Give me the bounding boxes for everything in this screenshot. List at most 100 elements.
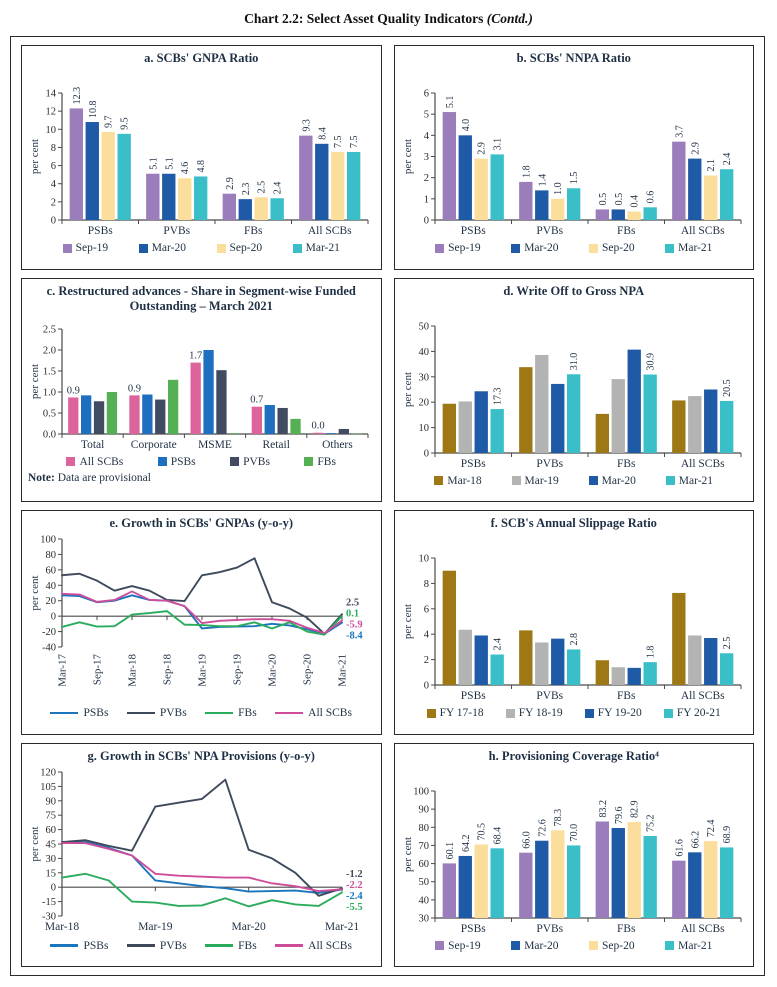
legend-swatch-icon (665, 243, 675, 253)
svg-text:1.8: 1.8 (645, 646, 656, 659)
chart-d-title: d. Write Off to Gross NPA (503, 283, 645, 298)
chart-b-title: b. SCBs' NNPA Ratio (516, 51, 631, 65)
legend-label: Mar-20 (601, 474, 636, 487)
legend-label: Mar-21 (678, 474, 714, 487)
legend-item: PVBs (230, 456, 270, 468)
svg-text:Mar-19: Mar-19 (138, 921, 173, 933)
legend-swatch-icon (435, 941, 445, 950)
svg-text:1: 1 (424, 194, 429, 205)
note-label: Note: (28, 471, 55, 484)
legend-label: Mar-21 (678, 242, 713, 254)
svg-text:0: 0 (51, 882, 56, 893)
chart-h-title: h. Provisioning Coverage Ratio⁴ (488, 748, 659, 763)
legend-swatch-icon (126, 711, 155, 715)
legend-swatch-icon (589, 941, 598, 950)
legend-label: Sep-20 (602, 242, 635, 254)
svg-text:Mar-18: Mar-18 (45, 921, 80, 933)
svg-text:14: 14 (46, 89, 57, 100)
svg-text:-2.4: -2.4 (346, 890, 363, 901)
svg-text:-5.5: -5.5 (346, 901, 363, 912)
legend-swatch-icon (426, 708, 436, 718)
svg-text:0.5: 0.5 (43, 408, 56, 419)
svg-text:50: 50 (418, 877, 429, 888)
legend-swatch-icon (216, 243, 226, 253)
svg-text:6: 6 (424, 89, 429, 100)
svg-text:9.3: 9.3 (302, 119, 313, 132)
svg-text:Mar-17: Mar-17 (57, 654, 69, 687)
svg-text:7.5: 7.5 (333, 135, 344, 148)
svg-text:5.1: 5.1 (445, 96, 456, 109)
legend-swatch-icon (505, 708, 515, 718)
legend-label: PSBs (170, 455, 196, 468)
chart-e-canvas: -40 -20 0 20 40 60 80 100 per cent Mar-17 Sep-17 Ma… (29, 535, 363, 687)
legend-label: Sep-19 (75, 242, 109, 254)
legend-swatch-icon (435, 243, 445, 253)
svg-text:2.5: 2.5 (722, 637, 733, 650)
page-title-text: Chart 2.2: Select Asset Quality Indicato… (244, 11, 487, 26)
svg-text:30: 30 (418, 372, 429, 383)
svg-text:All SCBs: All SCBs (681, 923, 725, 935)
legend-label: PVBs (243, 455, 270, 468)
svg-text:2: 2 (51, 197, 56, 208)
legend-label: All SCBs (79, 455, 124, 468)
svg-text:1.5: 1.5 (43, 366, 56, 377)
svg-text:-40: -40 (42, 643, 56, 654)
legend-item: All SCBs (66, 456, 123, 468)
svg-text:2.0: 2.0 (43, 345, 56, 356)
svg-text:PSBs: PSBs (88, 225, 113, 237)
svg-text:4.8: 4.8 (196, 160, 207, 173)
legend-swatch-icon (62, 243, 72, 253)
svg-text:9.7: 9.7 (104, 116, 115, 129)
panel-write-off: d. Write Off to Gross NPA 0 10 20 30 40 50 per… (393, 277, 754, 502)
svg-text:-20: -20 (42, 627, 56, 638)
svg-text:120: 120 (41, 767, 57, 778)
svg-text:per cent: per cent (402, 604, 414, 639)
svg-text:5.1: 5.1 (165, 157, 176, 170)
svg-text:40: 40 (418, 346, 429, 357)
svg-text:0: 0 (51, 612, 56, 623)
legend-item: Sep-19 (435, 242, 481, 254)
legend-swatch-icon (275, 711, 304, 715)
svg-text:per cent: per cent (402, 371, 414, 406)
svg-text:2: 2 (424, 655, 429, 666)
svg-text:Mar-18: Mar-18 (127, 654, 139, 687)
chart-e-legend: PSBs PVBs FBs All SCBs (32, 703, 370, 723)
svg-text:PVBs: PVBs (536, 225, 563, 237)
svg-text:2.1: 2.1 (706, 159, 717, 172)
svg-text:30.9: 30.9 (645, 353, 656, 371)
legend-item: FY 18-19 (505, 707, 563, 719)
legend-label: Mar-20 (151, 242, 186, 254)
legend-item: Mar-20 (138, 242, 186, 254)
svg-text:78.3: 78.3 (553, 808, 564, 826)
legend-swatch-icon (663, 708, 673, 718)
svg-text:All SCBs: All SCBs (308, 225, 352, 237)
chart-f-canvas: 0 2 4 6 8 10 per cent PSBs PVBs FBs All SCBs 2.4 2.8… (402, 554, 742, 702)
svg-text:PSBs: PSBs (461, 690, 486, 702)
svg-text:20: 20 (46, 596, 57, 607)
svg-text:3.7: 3.7 (674, 125, 685, 138)
svg-text:Others: Others (322, 439, 353, 451)
svg-text:1.7: 1.7 (189, 350, 202, 361)
legend-item: PVBs (126, 940, 187, 952)
svg-text:60: 60 (46, 565, 57, 576)
legend-label: FBs (238, 939, 257, 952)
panel-nnpa-ratio: b. SCBs' NNPA Ratio 0 1 2 3 4 5 6 per cent PSBs P… (393, 45, 754, 270)
legend-item: Mar-19 (511, 475, 559, 487)
legend-label: PSBs (83, 707, 109, 719)
svg-text:Mar-21: Mar-21 (325, 921, 360, 933)
svg-text:4: 4 (424, 131, 430, 142)
chart-c-canvas: 0.0 0.5 1.0 1.5 2.0 2.5 per cent Total Corporate… (29, 324, 369, 451)
legend-swatch-icon (665, 476, 675, 485)
svg-text:61.6: 61.6 (674, 839, 685, 857)
svg-text:2.4: 2.4 (722, 153, 733, 166)
svg-text:-1.2: -1.2 (346, 868, 363, 879)
chart-c-title: c. Restructured advances - Share in Segm… (46, 283, 356, 313)
svg-text:0: 0 (424, 216, 429, 227)
chart-g-canvas: -30 -15 0 15 30 45 60 75 90 105 120 per cent Mar-18 M… (29, 767, 363, 933)
legend-item: FBs (205, 940, 257, 952)
panel-npa-provisions-growth: g. Growth in SCBs' NPA Provisions (y-o-y… (21, 742, 382, 967)
chart-e-title: e. Growth in SCBs' GNPAs (y-o-y) (109, 516, 294, 530)
legend-label: FY 17-18 (439, 707, 484, 719)
svg-text:per cent: per cent (402, 139, 414, 174)
